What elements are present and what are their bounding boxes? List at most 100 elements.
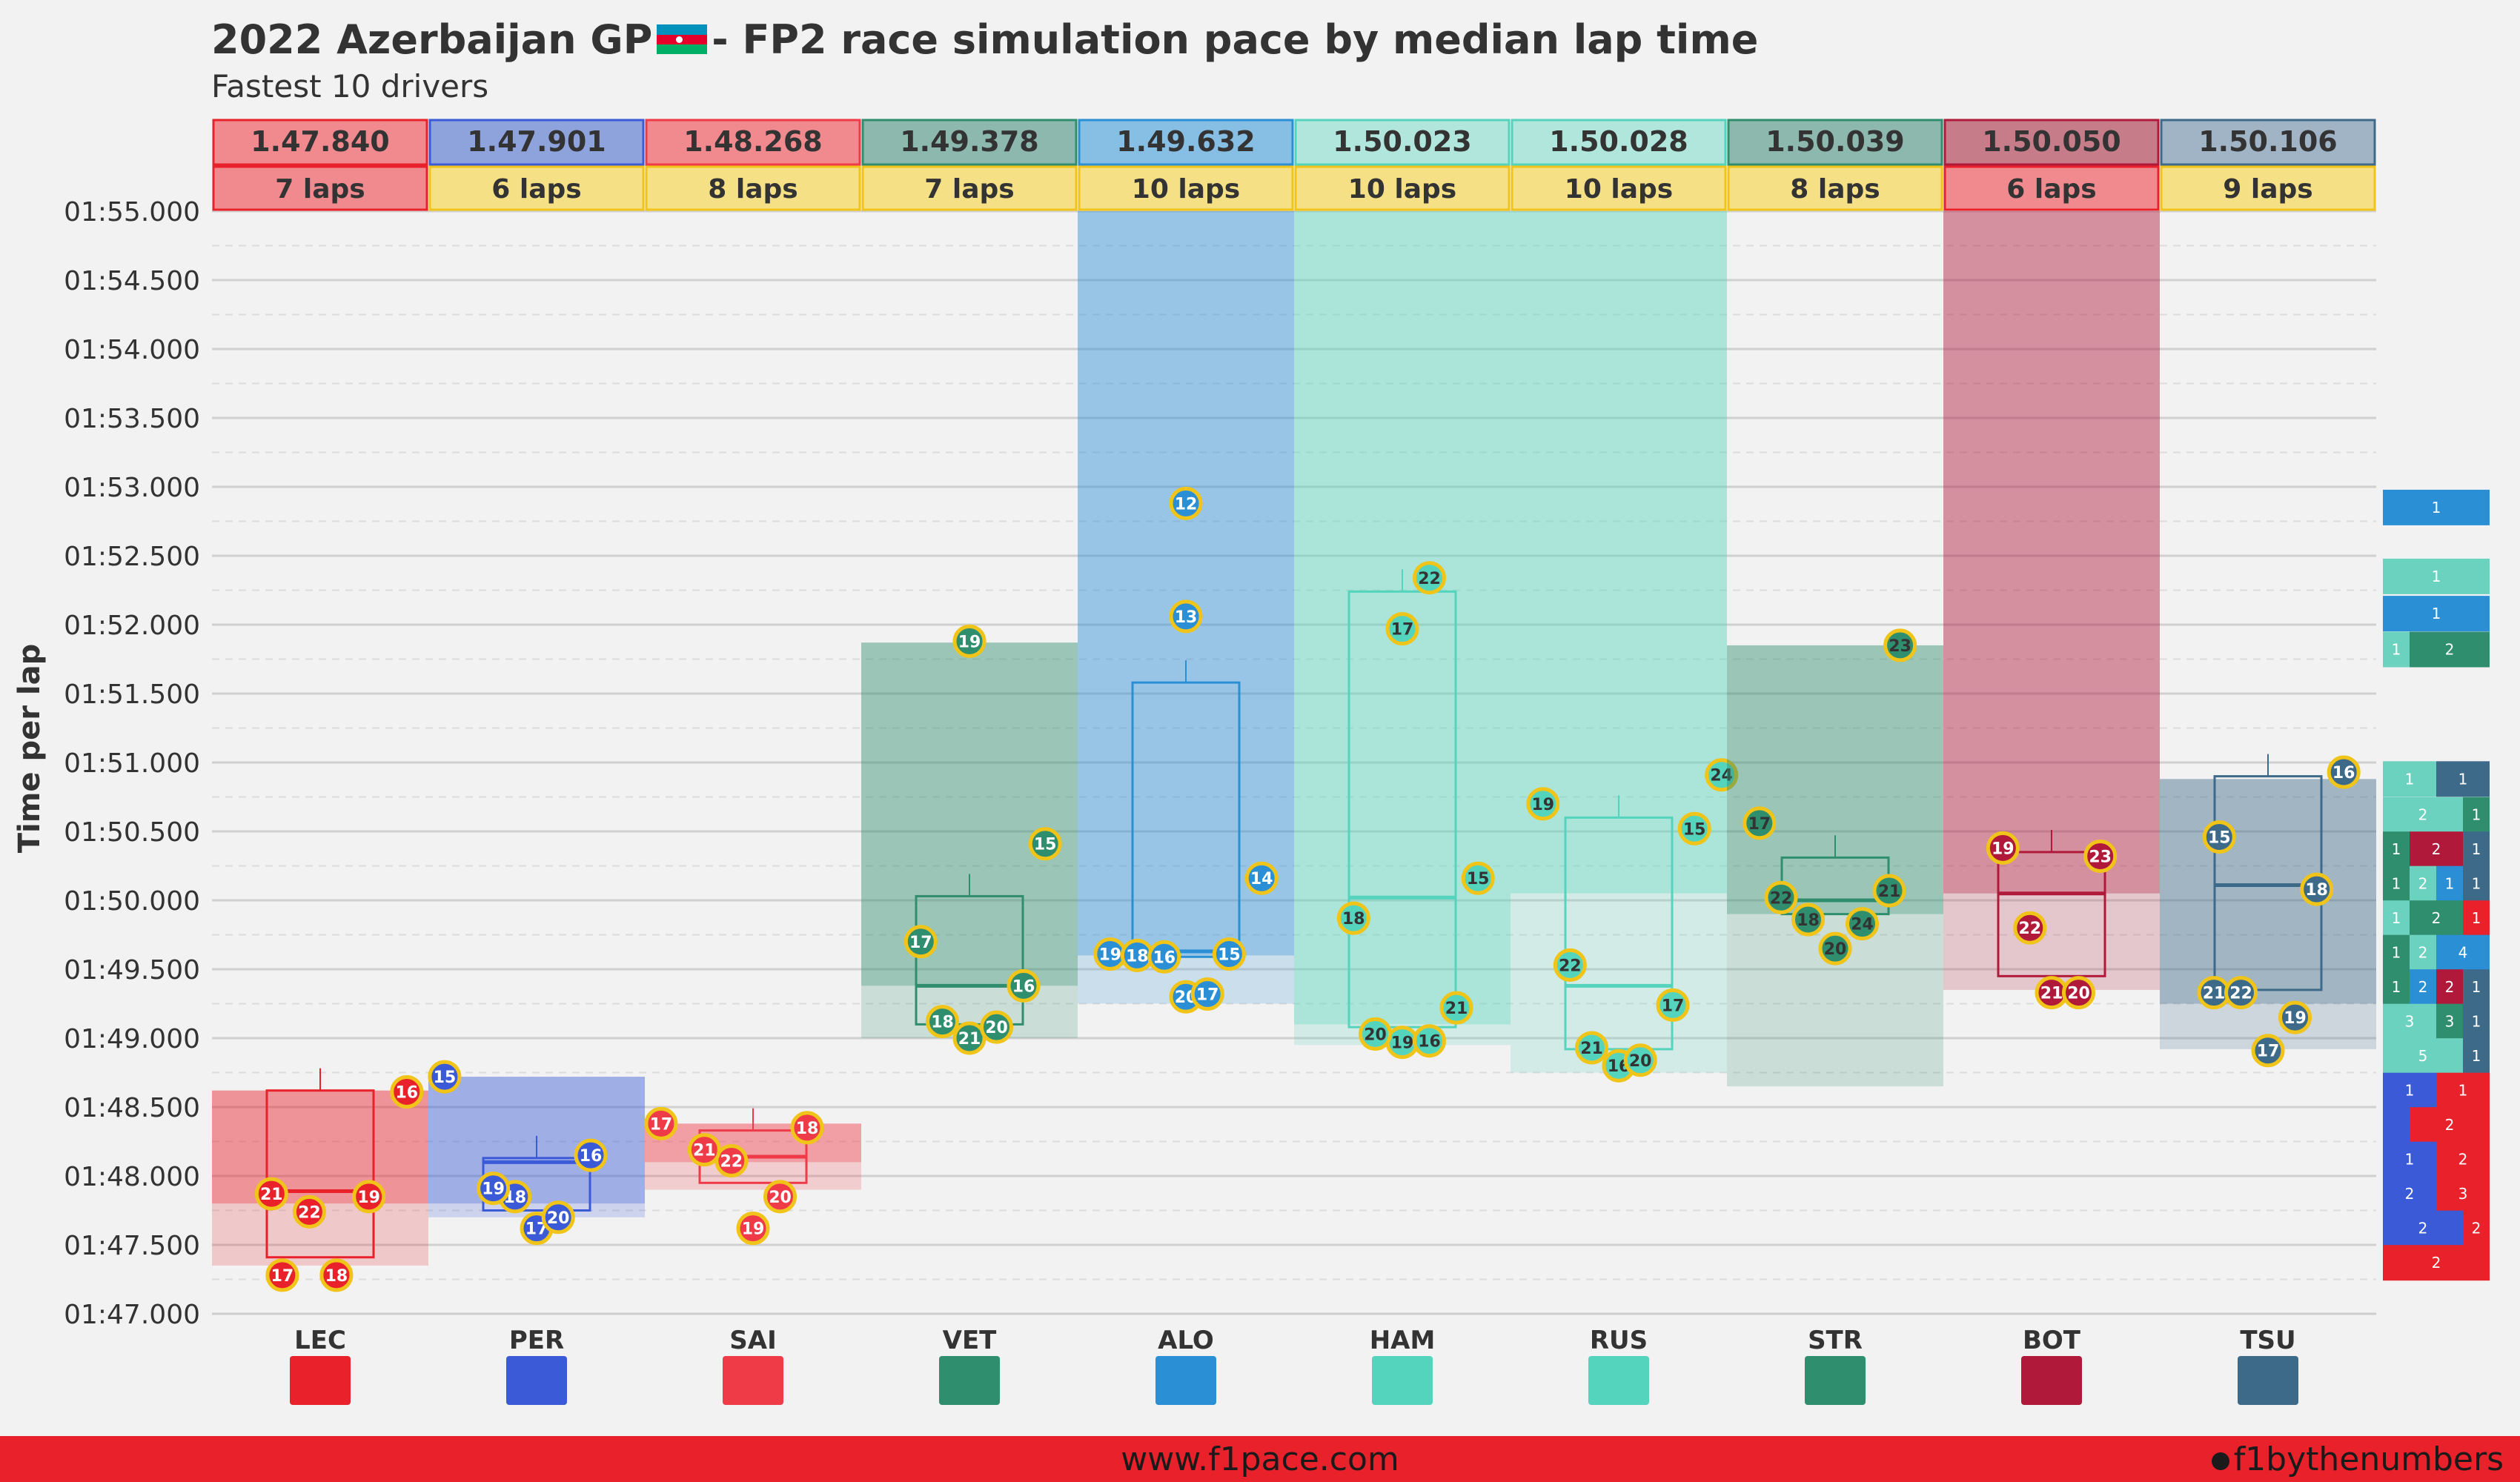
tyre-legend-cell: [2410, 900, 2463, 937]
range-band: [1727, 645, 1943, 914]
y-tick-label: 01:53.000: [64, 473, 200, 503]
lap-point: [736, 1212, 770, 1246]
tyre-legend-cell: [2410, 831, 2463, 868]
median-time-cell: [1727, 119, 1943, 166]
lap-number-label: 23: [2089, 848, 2112, 866]
lap-point: [1677, 811, 1711, 845]
tyre-legend-cell: [2436, 1176, 2490, 1212]
y-tick-label: 01:51.500: [64, 679, 200, 710]
median-time-label: 1.47.901: [467, 125, 606, 158]
laps-count-cell: [212, 165, 428, 211]
tyre-legend-label: 1: [2392, 909, 2401, 927]
lap-point: [265, 1258, 299, 1292]
median-time-cell: [2160, 119, 2376, 166]
tyre-legend-label: 2: [2432, 909, 2441, 927]
median-time-cell: [861, 119, 1078, 166]
laps-count-cell: [428, 165, 645, 211]
tyre-legend-cell: [2410, 934, 2436, 971]
lap-number-label: 17: [650, 1115, 673, 1134]
lap-number-label: 16: [1012, 977, 1035, 996]
tyre-legend-label: 1: [2472, 1047, 2481, 1065]
y-tick-label: 01:49.000: [64, 1024, 200, 1054]
lap-number-label: 21: [2040, 985, 2063, 1003]
lap-number-label: 15: [1683, 820, 1706, 839]
lap-number-label: 22: [1770, 889, 1793, 908]
lap-number-label: 23: [1889, 637, 1911, 656]
lap-point: [390, 1075, 424, 1109]
driver-code-label: TSU: [2240, 1326, 2295, 1355]
lap-point: [903, 925, 938, 959]
median-time-cell: [1943, 119, 2160, 166]
lap-point: [1553, 948, 1587, 982]
lap-number-label: 22: [298, 1203, 321, 1222]
tyre-legend-label: 1: [2472, 909, 2481, 927]
y-tick-label: 01:49.500: [64, 955, 200, 986]
lap-number-label: 21: [1445, 1000, 1468, 1018]
laps-count-cell: [645, 165, 861, 211]
lap-number-label: 20: [769, 1189, 792, 1207]
median-time-cell: [1511, 119, 1727, 166]
tyre-legend-label: 1: [2432, 568, 2441, 585]
laps-count-cell: [861, 165, 1078, 211]
lap-number-label: 22: [1559, 957, 1582, 975]
lap-number-label: 19: [1391, 1034, 1414, 1053]
team-logo-icon: [290, 1356, 351, 1405]
lap-point: [1986, 831, 2020, 865]
tyre-legend-cell: [2383, 1176, 2436, 1212]
lap-number-label: 18: [931, 1014, 954, 1032]
driver-code-label: PER: [509, 1326, 564, 1355]
driver-code-label: STR: [1808, 1326, 1863, 1355]
team-logo-icon: [723, 1356, 783, 1405]
lap-number-label: 17: [1748, 815, 1771, 834]
lap-point: [574, 1138, 608, 1172]
lap-point: [541, 1200, 575, 1235]
tyre-legend-label: 3: [2445, 1013, 2455, 1031]
footer-url[interactable]: www.f1pace.com: [1121, 1441, 1399, 1478]
tyre-legend-cell: [2383, 1003, 2436, 1040]
lap-point: [1461, 861, 1495, 895]
range-band-lower: [1943, 893, 2160, 990]
lap-number-label: 15: [1467, 870, 1490, 888]
lap-number-label: 19: [1098, 946, 1121, 965]
azerbaijan-flag-icon: [657, 24, 708, 55]
lap-number-label: 17: [1196, 986, 1219, 1004]
range-band: [2160, 779, 2376, 1004]
y-tick-label: 01:50.000: [64, 886, 200, 917]
title-rest: - FP2 race simulation pace by median lap…: [712, 16, 1759, 63]
lap-point: [2202, 820, 2236, 854]
lap-point: [952, 624, 987, 658]
tyre-legend-label: 2: [2418, 978, 2428, 996]
tyre-legend-label: 1: [2472, 840, 2481, 858]
tyre-legend-label: 2: [2445, 978, 2455, 996]
tyre-legend-cell: [2383, 969, 2410, 1006]
lap-number-label: 18: [1126, 947, 1149, 966]
lap-number-label: 15: [1218, 946, 1241, 965]
median-time-label: 1.49.378: [900, 125, 1039, 158]
y-tick-label: 01:52.500: [64, 542, 200, 572]
lap-number-label: 17: [909, 934, 932, 952]
lap-number-label: 21: [958, 1030, 981, 1049]
median-time-cell: [1078, 119, 1294, 166]
lap-point: [352, 1180, 386, 1214]
lap-point: [2251, 1034, 2285, 1068]
lap-number-label: 20: [2067, 985, 2090, 1003]
tyre-legend-label: 1: [2405, 1151, 2415, 1169]
tyre-legend-cell: [2383, 761, 2436, 797]
lap-number-label: 15: [1034, 836, 1057, 854]
laps-count-cell: [1511, 165, 1727, 211]
median-time-label: 1.50.023: [1333, 125, 1472, 158]
team-logo-icon: [506, 1356, 567, 1405]
team-logo-icon: [1155, 1356, 1216, 1405]
range-band-lower: [645, 1162, 861, 1190]
tyre-legend-cell: [2383, 934, 2410, 971]
lap-number-label: 19: [742, 1220, 765, 1239]
lap-point: [1883, 628, 1917, 662]
laps-count-label: 6 laps: [2006, 174, 2096, 205]
laps-count-label: 8 laps: [708, 174, 798, 205]
tyre-legend-label: 1: [2392, 875, 2401, 893]
lap-number-label: 19: [482, 1180, 505, 1199]
tyre-legend-cell: [2410, 969, 2436, 1006]
lap-point: [644, 1106, 678, 1140]
lap-point: [926, 1005, 959, 1039]
tyre-legend-cell: [2383, 797, 2463, 833]
